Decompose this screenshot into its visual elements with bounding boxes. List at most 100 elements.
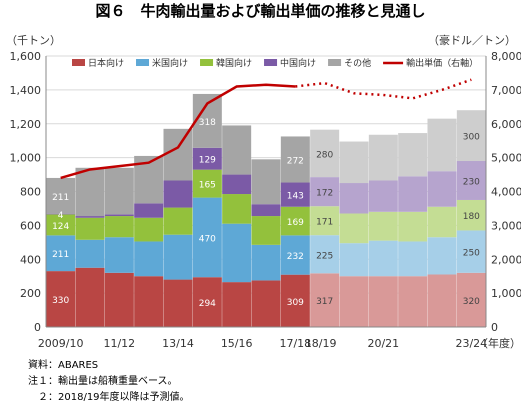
data-label: 4 [58,211,64,221]
bar-segment [192,169,222,198]
legend-label: 米国向け [152,57,188,69]
bar-segment [104,167,134,215]
bar-segment [75,217,105,240]
data-label: 230 [463,177,480,187]
bar-segment [46,271,76,327]
note-source: 資料：ABARES [28,360,99,371]
bar-segment [456,230,486,273]
bar-segment [163,234,193,280]
data-label: 272 [287,156,304,166]
data-label: 318 [199,118,216,128]
y-right-tick-label: 6,000 [491,118,521,131]
data-label: 280 [316,150,333,160]
bar-segment [456,272,486,327]
note-2: ２：2018/19年度以降は予測値。 [28,392,190,403]
y-left-axis-label: （千トン） [6,34,61,47]
data-label: 232 [287,252,304,262]
bar-segment [75,239,105,268]
bar-segment [310,129,340,178]
data-label: 169 [287,218,304,228]
y-left-tick-label: 400 [20,253,41,266]
data-label: 330 [52,296,69,306]
y-right-tick-label: 8,000 [491,50,521,63]
y-left-tick-label: 1,200 [10,118,42,131]
x-tick-label: 13/14 [162,337,194,350]
bar-segment [134,203,164,218]
y-left-tick-label: 1,400 [10,84,42,97]
bar-segment [134,276,164,327]
bar-segment [163,279,193,327]
bar-segment [456,199,486,231]
bar-segment [456,110,486,162]
y-left-tick-label: 0 [34,321,41,334]
bar-segment [427,237,457,275]
bar-segment [251,244,281,281]
bar-segment [368,276,398,327]
y-right-tick-label: 4,000 [491,186,521,199]
bar-segment [280,136,310,183]
bar-segment [46,214,76,236]
y-right-tick-label: 2,000 [491,253,521,266]
bar-segment [46,235,76,272]
bar-segment [251,204,281,217]
bar-segment [427,118,457,172]
bar-segment [251,216,281,245]
data-label: 180 [463,212,480,222]
bar-segment [163,180,193,208]
bar-segment [310,273,340,327]
bar-segment [398,276,428,327]
bar-segment [104,214,134,217]
unit-price-line-forecast [295,78,472,100]
legend-label: 韓国向け [216,57,252,69]
x-tick-label: 2009/10 [38,337,84,350]
data-label: 124 [52,222,69,232]
bar-segment [163,207,193,235]
y-right-tick-label: 7,000 [491,84,521,97]
x-tick-label: 15/16 [221,337,253,350]
y-left-tick-label: 600 [20,219,41,232]
x-axis-label: （年度） [477,336,521,350]
bar-segment [104,272,134,327]
y-right-tick-label: 0 [491,321,498,334]
data-label: 320 [463,297,480,307]
y-right-tick-label: 5,000 [491,152,521,165]
data-label: 317 [316,297,333,307]
legend-swatch [328,59,342,66]
bar-segment [339,243,369,277]
data-label: 225 [316,251,333,261]
bar-segment [280,182,310,207]
legend-label: 日本向け [88,57,124,69]
legend-swatch [72,59,85,66]
bar-segment [368,211,398,241]
bar-segment [222,125,252,175]
chart-notes: 資料：ABARES 注１：輸出量は船積重量ベース。 ２：2018/19年度以降は… [28,358,190,406]
bar-segment [134,217,164,242]
data-label: 250 [463,249,480,259]
bar-segment [251,159,281,205]
bar-segment [75,267,105,327]
y-right-axis-label: （豪ドル／トン） [428,33,516,47]
bar-segment [192,197,222,278]
data-label: 470 [199,234,216,244]
bar-segment [368,180,398,212]
bar-segment [456,161,486,200]
bar-segment [222,282,252,327]
bar-segment [427,206,457,238]
bar-segment [46,213,76,215]
data-label: 172 [316,189,333,199]
data-label: 171 [316,218,333,228]
data-label: 143 [287,192,304,202]
data-label: 165 [199,181,216,191]
bar-segment [280,235,310,275]
x-tick-label: 18/19 [305,337,337,350]
bar-segment [368,240,398,277]
bar-segment [310,235,340,274]
y-left-tick-label: 200 [20,287,41,300]
bar-segment [75,167,105,217]
legend-swatch [200,59,214,66]
bar-segment [222,174,252,195]
y-right-tick-label: 3,000 [491,219,521,232]
bar-segment [368,134,398,181]
y-left-tick-label: 1,000 [10,152,42,165]
